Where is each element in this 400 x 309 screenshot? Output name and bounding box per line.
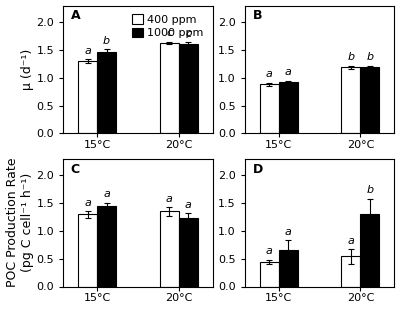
Text: a: a [285, 227, 292, 237]
Legend: 400 ppm, 1000 ppm: 400 ppm, 1000 ppm [128, 11, 207, 41]
Bar [279, 250, 298, 286]
Text: b: b [103, 36, 110, 45]
Bar [342, 67, 360, 133]
Text: a: a [166, 194, 172, 204]
Bar [160, 211, 179, 286]
Bar [260, 262, 279, 286]
Bar [97, 206, 116, 286]
Text: a: a [348, 236, 354, 246]
Text: a: a [266, 70, 273, 79]
Text: D: D [252, 163, 263, 176]
Y-axis label: μ (d⁻¹): μ (d⁻¹) [20, 49, 34, 90]
Bar [360, 214, 380, 286]
Bar [342, 256, 360, 286]
Text: a: a [285, 67, 292, 77]
Text: c: c [166, 28, 172, 38]
Bar [78, 214, 97, 286]
Text: c: c [185, 29, 191, 39]
Bar [179, 44, 198, 133]
Bar [160, 43, 179, 133]
Text: b: b [347, 52, 354, 62]
Text: a: a [185, 200, 192, 210]
Text: b: b [366, 185, 374, 195]
Y-axis label: POC Production Rate
(pg C cell⁻¹ h⁻¹): POC Production Rate (pg C cell⁻¹ h⁻¹) [6, 158, 34, 287]
Bar [97, 52, 116, 133]
Text: B: B [252, 9, 262, 22]
Bar [360, 67, 380, 133]
Text: a: a [103, 189, 110, 199]
Bar [78, 61, 97, 133]
Text: a: a [84, 197, 91, 208]
Bar [279, 82, 298, 133]
Bar [260, 84, 279, 133]
Text: a: a [84, 46, 91, 56]
Text: b: b [366, 52, 374, 62]
Bar [179, 218, 198, 286]
Text: C: C [70, 163, 80, 176]
Text: a: a [266, 247, 273, 256]
Text: A: A [70, 9, 80, 22]
